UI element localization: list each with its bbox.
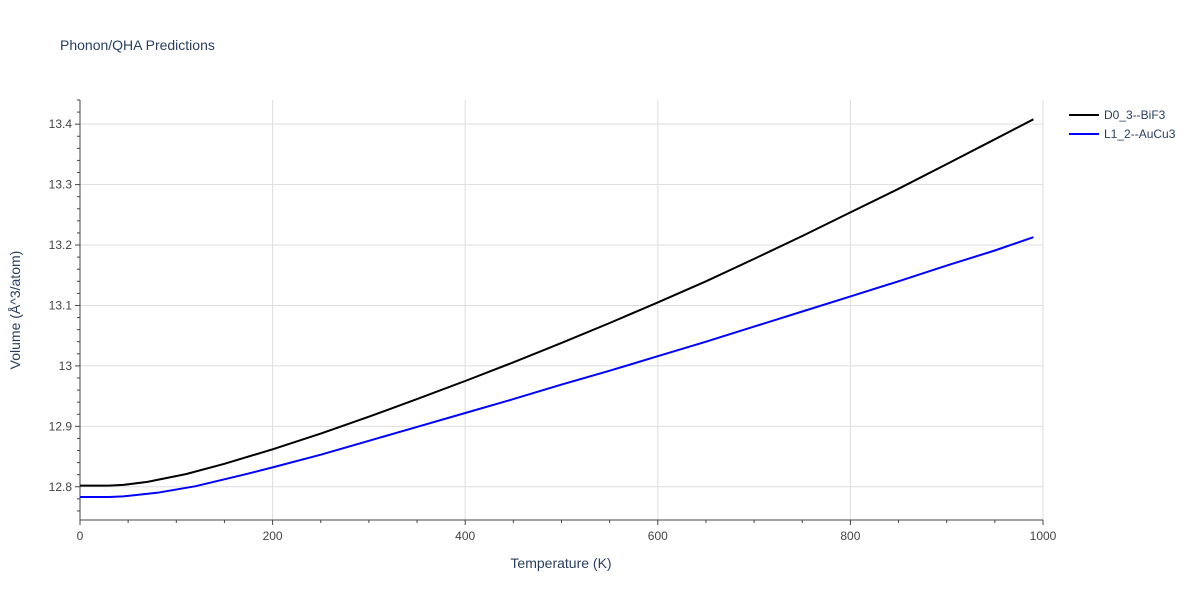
y-tick-label: 13.4 — [49, 117, 73, 131]
y-tick-label: 12.8 — [49, 480, 73, 494]
x-axis-ticks: 0 200 400 600 800 1000 — [77, 520, 1057, 543]
y-axis-title: Volume (Å^3/atom) — [7, 251, 23, 370]
y-axis-ticks: 12.8 12.9 13 13.1 13.2 13.3 13.4 — [49, 99, 80, 512]
axes — [79, 100, 1043, 521]
y-tick-label: 12.9 — [49, 419, 73, 433]
x-axis-title: Temperature (K) — [510, 555, 611, 571]
legend-item-2[interactable]: L1_2--AuCu3 — [1069, 127, 1176, 141]
x-tick-label: 800 — [840, 529, 860, 543]
grid — [80, 100, 1044, 520]
legend[interactable]: D0_3--BiF3 L1_2--AuCu3 — [1069, 108, 1176, 141]
series-line-2 — [80, 236, 1034, 498]
x-tick-label: 400 — [455, 529, 475, 543]
y-tick-label: 13.3 — [49, 178, 73, 192]
chart-title: Phonon/QHA Predictions — [60, 37, 215, 53]
x-tick-label: 0 — [77, 529, 84, 543]
y-tick-label: 13 — [59, 359, 73, 373]
y-tick-label: 13.1 — [49, 298, 73, 312]
y-tick-label: 13.2 — [49, 238, 73, 252]
x-tick-label: 200 — [263, 529, 283, 543]
x-tick-label: 1000 — [1030, 529, 1057, 543]
plot-area — [80, 118, 1034, 498]
legend-label: D0_3--BiF3 — [1104, 108, 1166, 122]
series-line-1 — [80, 118, 1034, 487]
x-tick-label: 600 — [648, 529, 668, 543]
legend-item-1[interactable]: D0_3--BiF3 — [1069, 108, 1166, 122]
legend-label: L1_2--AuCu3 — [1104, 127, 1176, 141]
